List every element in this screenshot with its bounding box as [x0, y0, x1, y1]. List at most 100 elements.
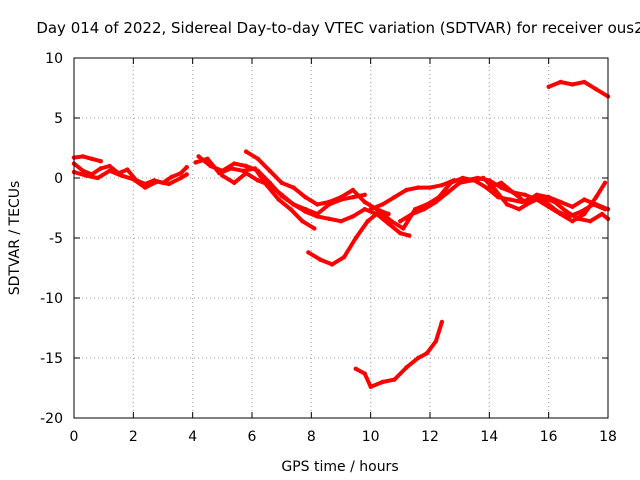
series-s13 — [546, 80, 610, 99]
data-point — [178, 175, 183, 181]
data-point — [445, 190, 450, 195]
data-point — [593, 202, 599, 207]
data-point — [80, 154, 86, 159]
data-point — [95, 175, 100, 181]
series-s12 — [353, 320, 444, 389]
data-point — [232, 161, 237, 166]
y-tick-label: -10 — [40, 291, 63, 307]
data-point — [433, 199, 439, 205]
data-point — [350, 214, 356, 219]
data-point — [593, 87, 599, 92]
data-point — [255, 178, 261, 183]
data-point — [252, 166, 258, 171]
data-point — [303, 195, 308, 200]
x-tick-label: 18 — [599, 429, 617, 445]
data-point — [89, 156, 95, 161]
data-point — [291, 202, 296, 207]
data-point — [570, 82, 575, 87]
data-point — [516, 207, 522, 212]
data-point — [415, 185, 421, 190]
data-point — [487, 185, 492, 190]
x-tick-label: 10 — [362, 429, 380, 445]
data-point — [579, 209, 584, 214]
data-point — [318, 257, 323, 262]
data-point — [217, 171, 222, 176]
data-point — [599, 211, 605, 217]
data-point — [255, 156, 261, 161]
data-point — [410, 211, 415, 217]
data-point — [504, 202, 510, 207]
data-point — [338, 219, 344, 224]
x-tick-label: 8 — [307, 429, 316, 445]
data-point — [389, 219, 394, 224]
data-point — [341, 255, 347, 260]
data-point — [98, 166, 103, 171]
data-point — [312, 226, 317, 231]
data-point — [386, 221, 391, 226]
data-point — [469, 178, 474, 183]
data-point — [80, 168, 86, 173]
data-point — [427, 185, 433, 190]
data-point — [119, 173, 124, 178]
data-point — [582, 197, 587, 202]
data-point — [279, 180, 284, 185]
data-point — [98, 159, 103, 164]
data-point — [546, 195, 551, 200]
data-point — [564, 209, 569, 214]
data-point — [229, 166, 234, 171]
x-tick-label: 12 — [421, 429, 439, 445]
data-point — [593, 195, 599, 200]
data-point — [125, 167, 130, 172]
data-point — [404, 187, 409, 193]
data-point — [303, 207, 308, 212]
data-point — [421, 207, 427, 212]
data-point — [377, 209, 382, 214]
data-point — [362, 371, 367, 376]
data-point — [169, 174, 175, 179]
data-point — [433, 339, 439, 344]
data-point — [558, 79, 563, 85]
y-tick-label: -15 — [40, 351, 63, 367]
data-point — [196, 154, 201, 159]
data-point — [534, 192, 539, 197]
data-point — [315, 202, 320, 207]
y-tick-label: 5 — [54, 111, 63, 127]
data-point — [131, 177, 136, 182]
data-point — [481, 175, 486, 181]
x-tick-label: 14 — [480, 429, 498, 445]
data-point — [83, 173, 89, 178]
data-point — [107, 168, 112, 173]
data-point — [558, 199, 563, 205]
data-point — [193, 160, 198, 165]
data-point — [522, 199, 528, 205]
data-point — [398, 231, 403, 236]
data-point — [407, 233, 412, 238]
data-point — [326, 199, 332, 205]
data-point — [582, 79, 587, 85]
data-point — [315, 211, 320, 217]
data-point — [205, 156, 210, 161]
data-point — [392, 377, 397, 382]
ticks: 0 2 4 6 8 10 12 14 16 18 10 5 0 -5 -10 -15 -20 — [40, 51, 617, 445]
data-point — [404, 365, 409, 370]
data-point — [380, 379, 385, 385]
data-point — [439, 319, 445, 325]
x-tick-label: 4 — [188, 429, 197, 445]
data-point — [368, 384, 373, 389]
data-point — [329, 262, 335, 267]
data-point — [143, 185, 148, 190]
data-point — [602, 180, 608, 185]
x-tick-label: 2 — [129, 429, 138, 445]
y-tick-label: 10 — [45, 51, 63, 67]
data-point — [499, 185, 504, 190]
data-point — [243, 163, 249, 169]
data-point — [570, 219, 575, 224]
data-point — [451, 178, 456, 183]
data-point — [243, 171, 249, 176]
data-point — [184, 172, 189, 177]
data-point — [365, 219, 370, 224]
y-tick-label: -5 — [49, 231, 63, 247]
data-point — [493, 187, 498, 193]
data-point — [154, 179, 160, 184]
data-point — [338, 195, 344, 200]
